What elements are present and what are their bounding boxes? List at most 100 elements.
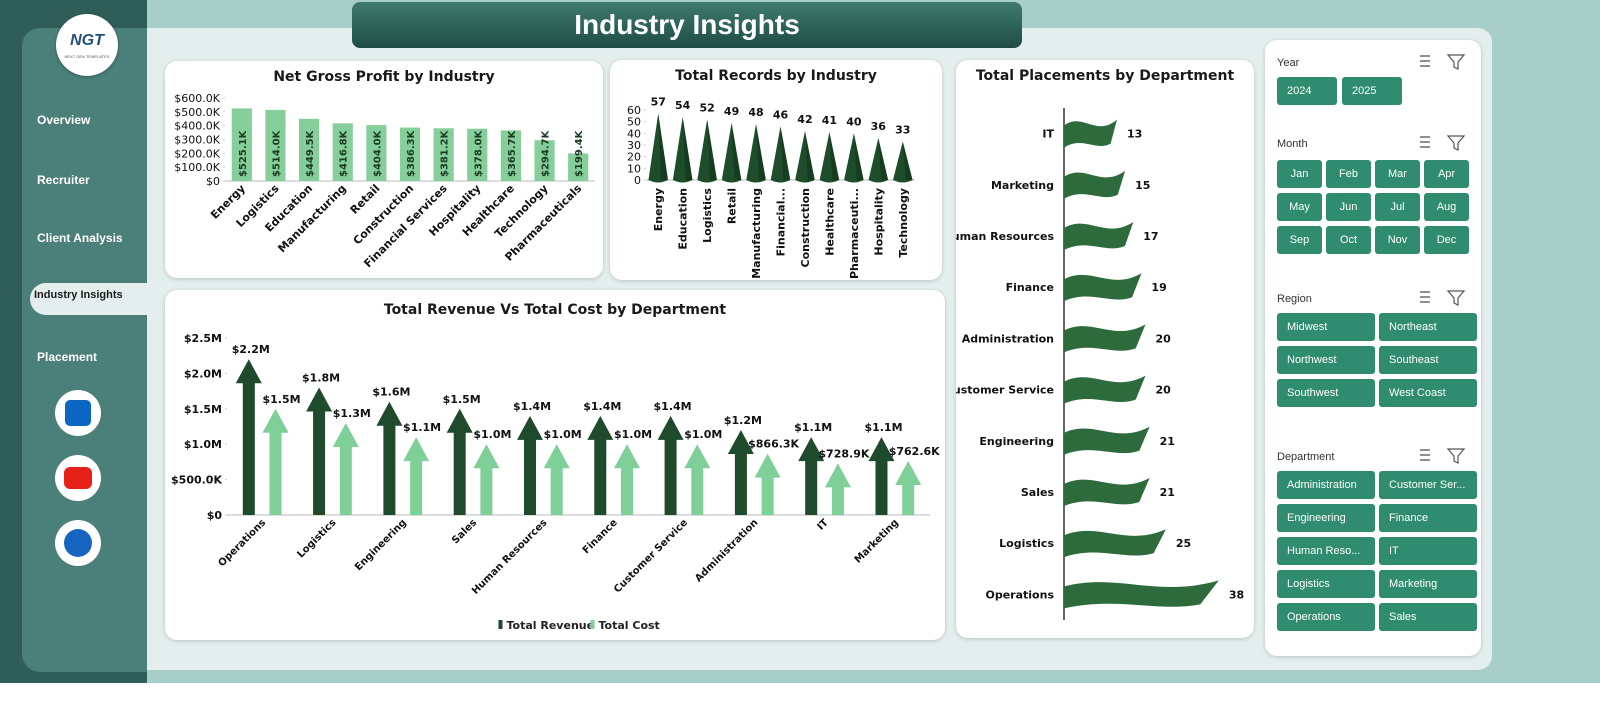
slicer-button[interactable]: Customer Ser... <box>1379 471 1477 499</box>
bar <box>332 123 353 181</box>
slicer-button[interactable]: Human Reso... <box>1277 537 1375 565</box>
chart: Total Placements by Department IT 13 Market… <box>956 68 1244 620</box>
slicer-icons <box>1420 54 1466 70</box>
value-label: $2.2M <box>232 343 270 356</box>
flag <box>1064 119 1117 148</box>
nav-item[interactable]: Placement <box>37 350 98 364</box>
y-tick-label: Human Resources <box>956 230 1054 243</box>
slicer-button[interactable]: Apr <box>1424 160 1469 188</box>
value-label: 25 <box>1176 537 1191 550</box>
x-tick-label: Sales <box>450 517 479 546</box>
slicer-button[interactable]: Administration <box>1277 471 1375 499</box>
value-label: $1.2M <box>724 414 762 427</box>
value-label: 46 <box>773 108 789 121</box>
x-tick-label: Construction <box>799 188 812 267</box>
slicer-button[interactable]: Engineering <box>1277 504 1375 532</box>
x-tick-label: Technology <box>897 188 910 258</box>
bar <box>231 108 252 181</box>
slicer-button[interactable]: Dec <box>1424 226 1469 254</box>
value-label: $514.0K <box>271 129 282 177</box>
arrow <box>657 415 684 515</box>
slicer-button[interactable]: Jan <box>1277 160 1322 188</box>
slicer-button[interactable]: 2024 <box>1277 77 1337 105</box>
y-tick-label: Customer Service <box>956 384 1054 397</box>
slicer-button[interactable]: Midwest <box>1277 313 1375 341</box>
slicer-button[interactable]: West Coast <box>1379 379 1477 407</box>
slicer-button[interactable]: Northwest <box>1277 346 1375 374</box>
bar <box>366 125 387 181</box>
value-label: $1.8M <box>302 372 340 385</box>
value-label: $365.7K <box>507 129 518 177</box>
slicer-button[interactable]: Nov <box>1375 226 1420 254</box>
y-tick-label: $1.0M <box>184 438 222 451</box>
slicer-button[interactable]: Northeast <box>1379 313 1477 341</box>
nav-item[interactable]: Overview <box>37 113 91 127</box>
x-tick-label: Healthcare <box>823 188 836 256</box>
slicer-button[interactable]: Southeast <box>1379 346 1477 374</box>
youtube-icon[interactable] <box>55 455 101 501</box>
slicer-button[interactable]: Southwest <box>1277 379 1375 407</box>
arrow <box>403 437 430 515</box>
y-tick-label: Sales <box>1021 486 1055 499</box>
value-label: $1.0M <box>473 428 511 441</box>
slicer-button[interactable]: Operations <box>1277 603 1375 631</box>
linkedin-icon[interactable] <box>55 390 101 436</box>
slicer-button[interactable]: Sales <box>1379 603 1477 631</box>
slicer-button[interactable]: Marketing <box>1379 570 1477 598</box>
arrow <box>684 444 711 515</box>
value-label: 54 <box>675 99 691 112</box>
value-label: $866.3K <box>748 438 799 451</box>
arrow <box>868 437 895 515</box>
value-label: $1.3M <box>333 407 371 420</box>
value-label: $1.0M <box>684 428 722 441</box>
slicer-title: Year <box>1277 57 1300 69</box>
x-tick-label: Marketing <box>853 517 901 565</box>
arrow <box>376 401 403 515</box>
value-label: $728.9K <box>818 447 869 460</box>
value-label: $1.4M <box>583 400 621 413</box>
y-tick-label: $1.5M <box>184 403 222 416</box>
slicer-button[interactable]: Logistics <box>1277 570 1375 598</box>
value-label: $1.0M <box>544 428 582 441</box>
value-label: 19 <box>1151 281 1166 294</box>
chart-card: Total Records by Industry 0 10 20 30 40 50 60 En… <box>610 60 942 280</box>
slicer-button[interactable]: IT <box>1379 537 1477 565</box>
cone-shade <box>707 119 717 180</box>
legend-label: Total Revenue <box>507 619 595 632</box>
value-label: 21 <box>1160 486 1175 499</box>
slicer-button[interactable]: May <box>1277 193 1322 221</box>
chart-title: Total Revenue Vs Total Cost by Departmen… <box>384 302 727 318</box>
cone-shade <box>902 141 913 180</box>
y-tick-label: $0 <box>207 509 223 522</box>
y-tick-label: $100.0K <box>174 161 220 174</box>
value-label: 57 <box>651 96 666 109</box>
slicer-button[interactable]: Feb <box>1326 160 1371 188</box>
chart: Net Gross Profit by Industry $0$100.0K$20… <box>174 69 595 270</box>
slicer-button[interactable]: Jun <box>1326 193 1371 221</box>
flag <box>1064 529 1166 558</box>
slicer-button[interactable]: Jul <box>1375 193 1420 221</box>
nav-item[interactable]: Recruiter <box>37 173 90 187</box>
slicer-panel: Year 2024 2025 Month Jan Feb Mar Apr May Jun Jul Au… <box>1265 40 1481 656</box>
slicer-button[interactable]: Aug <box>1424 193 1469 221</box>
flag <box>1064 222 1134 250</box>
bar <box>500 130 521 181</box>
nav-item[interactable]: Industry Insights <box>34 289 123 301</box>
chart-card: Net Gross Profit by Industry $0 $100.0K $20… <box>165 61 603 278</box>
slicer-button[interactable]: Oct <box>1326 226 1371 254</box>
nav-item[interactable]: Client Analysis <box>37 231 123 245</box>
flag <box>1064 478 1150 506</box>
logo-tagline: NEXT GEN TEMPLATES <box>64 54 110 59</box>
slicer-button[interactable]: Finance <box>1379 504 1477 532</box>
value-label: $1.4M <box>513 400 551 413</box>
bottom-strip <box>0 683 1600 707</box>
arrow <box>516 415 543 515</box>
slicer-button[interactable]: 2025 <box>1342 77 1402 105</box>
slicer-button[interactable]: Mar <box>1375 160 1420 188</box>
arrow <box>614 444 641 515</box>
page-title: Industry Insights <box>574 9 800 40</box>
slicer-button[interactable]: Sep <box>1277 226 1322 254</box>
y-tick-label: Finance <box>1006 281 1054 294</box>
web-icon[interactable] <box>55 520 101 566</box>
